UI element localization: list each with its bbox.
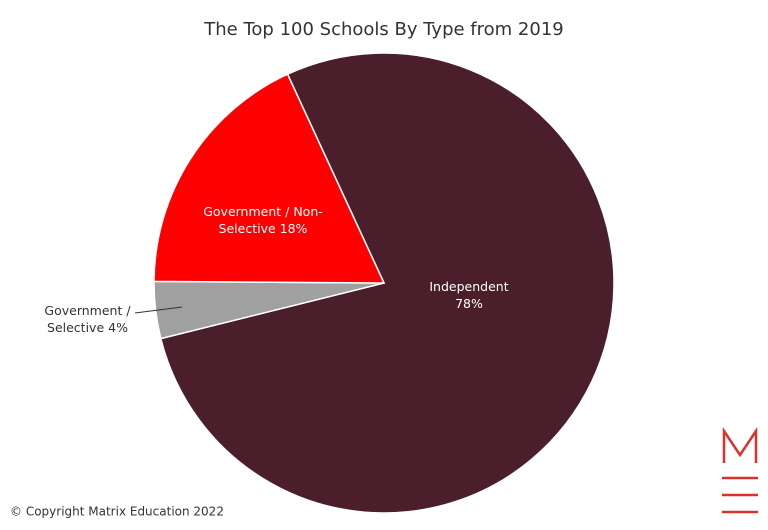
slice-label: Government / Non-Selective 18% (188, 203, 338, 237)
slice-label-text: Government / Non-Selective 18% (188, 203, 338, 237)
category-label: Government / Non-Selective (203, 204, 323, 236)
slice-label: Independent 78% (399, 278, 539, 312)
leader-line (134, 306, 183, 314)
logo (722, 426, 758, 514)
value-label: 18% (279, 221, 308, 236)
value-label: 4% (108, 320, 128, 335)
category-label: Government / Selective (44, 303, 131, 335)
slice-label-text: Independent 78% (399, 278, 539, 312)
copyright: © Copyright Matrix Education 2022 (10, 505, 224, 519)
pie-slice (153, 73, 386, 284)
pie-slice (159, 52, 615, 514)
chart-title: The Top 100 Schools By Type from 2019 (203, 19, 563, 40)
category-label: Independent (429, 279, 509, 294)
value-label: 78% (455, 296, 483, 311)
slice-label: Government / Selective 4% (20, 302, 155, 336)
logo-m (722, 426, 758, 463)
slice-label-text: Government / Selective 4% (20, 302, 155, 336)
